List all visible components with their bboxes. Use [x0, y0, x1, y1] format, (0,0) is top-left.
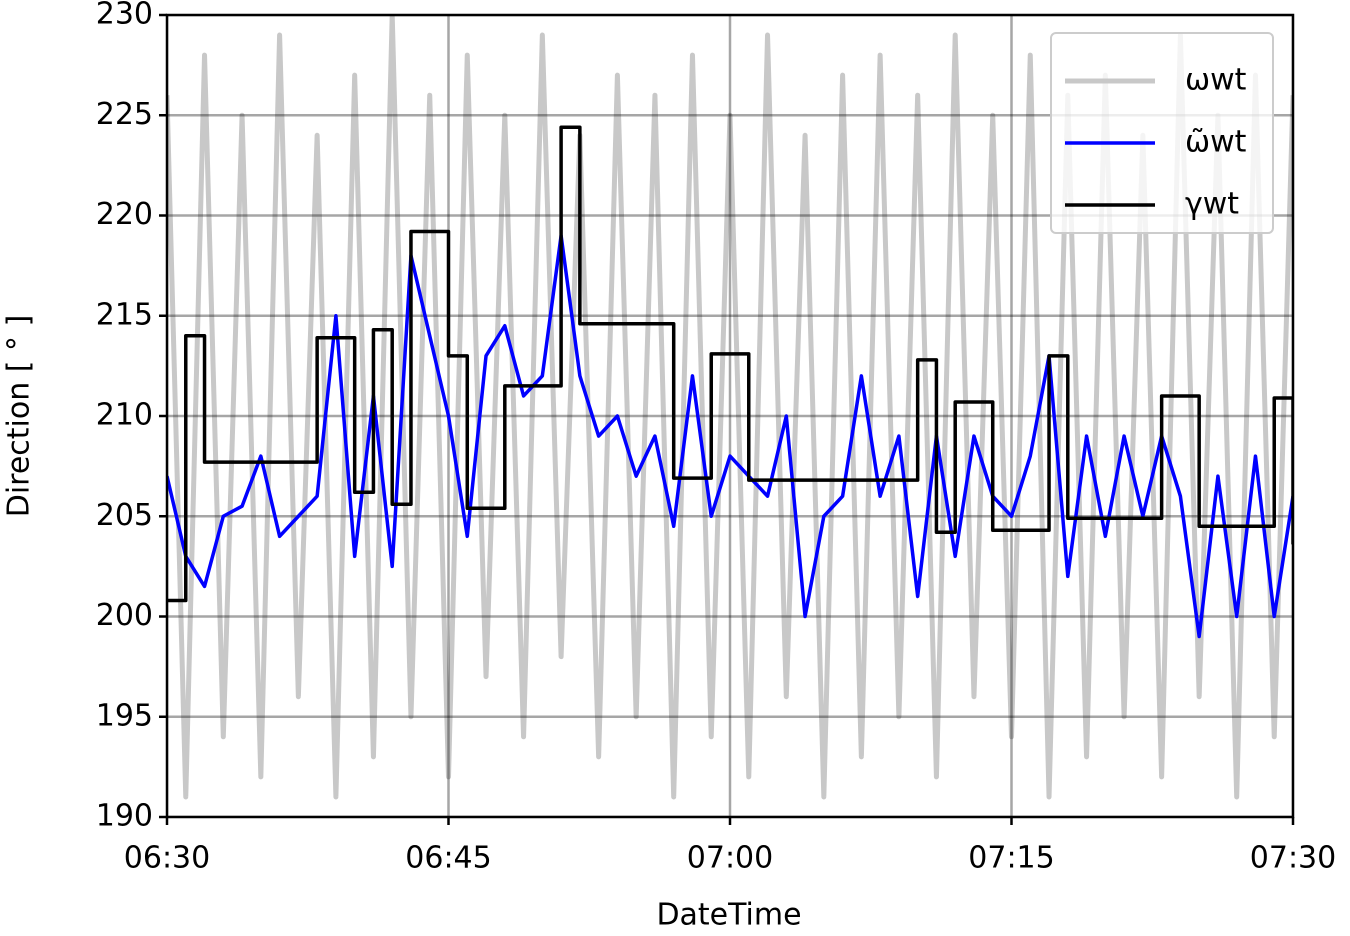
y-tick-label: 200 — [96, 598, 153, 633]
x-tick-label: 06:45 — [405, 841, 491, 876]
y-tick-label: 220 — [96, 197, 153, 232]
legend-label: ωwt — [1185, 63, 1247, 98]
y-axis-label: Direction [ ° ] — [2, 315, 37, 518]
y-tick-label: 195 — [96, 698, 153, 733]
legend-label: γwt — [1185, 187, 1239, 222]
x-axis-label: DateTime — [656, 898, 801, 933]
y-tick-label: 215 — [96, 297, 153, 332]
series-line — [167, 125, 1293, 603]
y-tick-label: 225 — [96, 97, 153, 132]
x-tick-label: 06:30 — [124, 841, 210, 876]
series-line — [167, 233, 1293, 639]
x-tick-label: 07:00 — [687, 841, 773, 876]
x-tick-label: 07:15 — [968, 841, 1054, 876]
y-tick-label: 190 — [96, 799, 153, 834]
y-tick-label: 205 — [96, 498, 153, 533]
legend-label: ω̃wt — [1185, 125, 1247, 160]
y-tick-label: 230 — [96, 0, 153, 32]
y-tick-label: 210 — [96, 398, 153, 433]
x-tick-label: 07:30 — [1250, 841, 1336, 876]
